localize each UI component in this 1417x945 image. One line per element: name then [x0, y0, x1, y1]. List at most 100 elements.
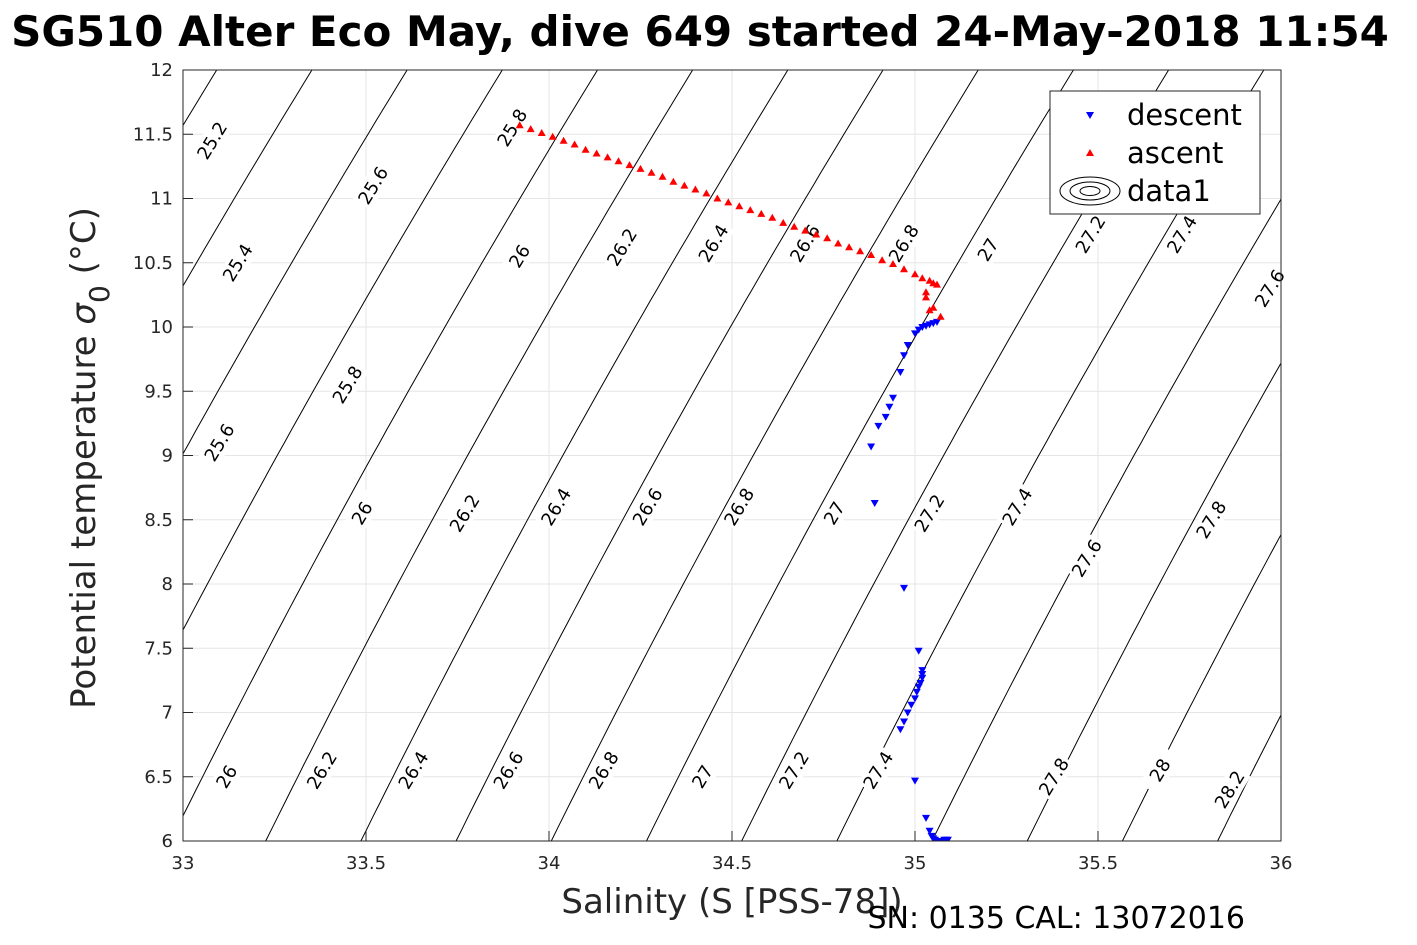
- ascent-point: [936, 312, 945, 320]
- x-tick-label: 34: [538, 853, 561, 874]
- isopycnal-line: [645, 70, 1074, 841]
- y-tick-label: 8.5: [144, 510, 173, 531]
- legend-descent-triangle: [1086, 112, 1094, 119]
- isopycnal-line: [265, 70, 694, 841]
- contour-label-bg: [392, 745, 435, 795]
- ascent-point: [713, 194, 722, 202]
- contour-label-bg: [1249, 263, 1291, 313]
- contour-label-bg: [681, 752, 724, 802]
- y-tick-label: 7: [162, 703, 173, 724]
- descent-point: [900, 718, 908, 726]
- isopycnal-line: [931, 198, 1281, 841]
- ascent-point: [768, 213, 777, 221]
- descent-point: [885, 403, 894, 411]
- x-tick-label: 35.5: [1078, 853, 1118, 874]
- legend-ascent-triangle: [1086, 149, 1094, 156]
- ascent-point: [933, 280, 941, 288]
- ascent-point: [812, 230, 821, 238]
- contour-label-bg: [217, 238, 259, 288]
- ascent-point: [625, 161, 634, 169]
- descent-point: [922, 814, 930, 822]
- ascent-point: [581, 145, 590, 153]
- ascent-point: [918, 274, 927, 282]
- contour-label-bg: [908, 488, 951, 538]
- contour-label-bg: [198, 418, 241, 468]
- ascent-point: [735, 202, 744, 210]
- ascent-point: [680, 181, 689, 189]
- isopycnal-line: [183, 70, 503, 632]
- y-axis-label-main: Potential temperature: [64, 325, 104, 709]
- contour-label-bg: [1190, 495, 1233, 545]
- ascent-point: [856, 247, 865, 255]
- descent-point: [914, 326, 923, 334]
- ascent-point: [614, 157, 623, 165]
- ascent-point: [801, 226, 810, 234]
- y-tick-label: 11.5: [133, 124, 173, 145]
- contour-label-bg: [883, 218, 925, 269]
- ascent-point: [790, 222, 799, 230]
- contour-label-bg: [1066, 533, 1108, 583]
- contour-label-bg: [443, 488, 486, 538]
- x-tick-label: 33: [172, 853, 195, 874]
- descent-point: [889, 394, 897, 402]
- y-axis-label-unit: (°C): [64, 207, 104, 285]
- descent-point: [918, 671, 927, 678]
- ascent-point: [570, 140, 579, 148]
- chart-title: SG510 Alter Eco May, dive 649 started 24…: [11, 7, 1389, 56]
- ascent-point: [823, 234, 832, 242]
- contour-label-bg: [326, 360, 369, 410]
- descent-point: [896, 726, 905, 734]
- ascent-point: [691, 185, 700, 193]
- contour-label-bg: [967, 225, 1010, 275]
- legend-box: [1049, 90, 1261, 215]
- ascent-point: [592, 149, 601, 157]
- y-axis-label-sub: 0: [83, 285, 116, 303]
- legend-label-ascent: ascent: [1127, 136, 1223, 170]
- descent-point: [911, 777, 919, 785]
- legend-label-descent: descent: [1127, 98, 1242, 132]
- contour-label-bg: [857, 745, 900, 795]
- ascent-point: [779, 218, 788, 226]
- descent-point: [914, 647, 923, 655]
- descent-point: [916, 679, 925, 687]
- isopycnal-line: [1026, 362, 1281, 841]
- y-tick-label: 9.5: [144, 381, 173, 402]
- descent-point: [911, 330, 919, 338]
- isopycnal-line: [455, 70, 884, 841]
- isopycnal-contours: [183, 70, 1281, 841]
- descent-point: [903, 342, 912, 349]
- contour-label-bg: [773, 745, 816, 795]
- contour-label-bg: [341, 488, 384, 538]
- descent-point: [907, 701, 916, 709]
- legend-label-data1: data1: [1127, 174, 1211, 208]
- serial-cal-footer: SN: 0135 CAL: 13072016: [867, 901, 1245, 936]
- descent-point: [918, 674, 927, 682]
- contour-label-bg: [996, 482, 1039, 532]
- descent-point: [925, 827, 934, 835]
- isopycnal-line: [1217, 713, 1281, 841]
- descent-point: [943, 836, 952, 841]
- isopycnal-line: [360, 70, 789, 841]
- ascent-point: [537, 129, 546, 136]
- contour-label-bg: [813, 488, 856, 538]
- legend-marker-contour-icon: [1059, 176, 1121, 206]
- ascent-point: [757, 209, 766, 217]
- contour-label-bg: [1208, 765, 1251, 815]
- ascent-point: [636, 164, 645, 172]
- descent-point: [912, 688, 921, 696]
- ascent-point: [925, 276, 934, 284]
- y-tick-label: 6: [162, 831, 173, 852]
- descent-point: [914, 683, 923, 691]
- contour-label-bg: [1033, 752, 1075, 802]
- data-series: [515, 121, 952, 841]
- isopycnal-line: [183, 70, 408, 455]
- ascent-point: [526, 125, 535, 133]
- contour-label-bg: [626, 482, 669, 532]
- isopycnal-line: [1121, 533, 1281, 841]
- contour-label-bg: [1139, 745, 1182, 795]
- contour-label-bg: [718, 482, 761, 532]
- descent-point: [900, 352, 908, 360]
- ascent-point: [724, 198, 733, 206]
- contour-label-bg: [1161, 209, 1204, 260]
- contour-label-bg: [784, 218, 827, 269]
